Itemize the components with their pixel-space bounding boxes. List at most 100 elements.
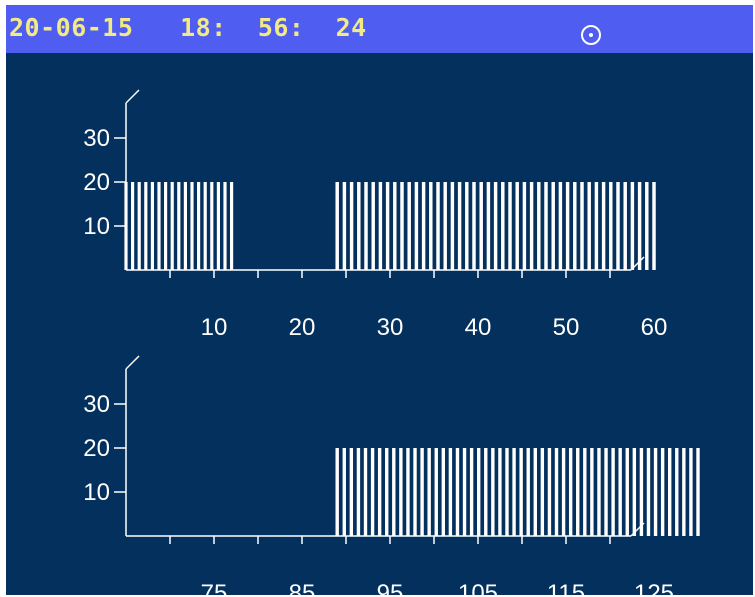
bar	[639, 448, 644, 536]
bar	[696, 448, 700, 536]
bar	[616, 182, 620, 270]
bar	[378, 182, 383, 270]
bar	[486, 182, 491, 270]
bar	[462, 448, 467, 536]
bar	[342, 448, 346, 536]
bar	[675, 448, 679, 536]
y-tick-label: 10	[83, 479, 110, 506]
bar	[170, 182, 174, 270]
bar	[370, 448, 375, 536]
y-tick-label: 20	[83, 435, 110, 462]
bar	[515, 182, 519, 270]
bar	[660, 448, 665, 536]
bar	[197, 182, 201, 270]
bar	[682, 448, 686, 536]
bar	[604, 448, 608, 536]
bar	[597, 448, 601, 536]
bar	[561, 448, 566, 536]
bar	[436, 182, 440, 270]
bar	[512, 448, 516, 536]
x-tick-label: 125	[634, 580, 674, 595]
datetime-display: 20-06-15 18: 56: 24	[9, 13, 367, 42]
bar-charts: 10 20 30 10 20 30 40 50 60 10 20 30 75 85 95 105 115 125	[83, 89, 700, 595]
bar	[472, 182, 476, 270]
bar	[157, 182, 161, 270]
bar	[363, 448, 368, 536]
bar	[580, 182, 584, 270]
bar	[484, 448, 488, 536]
bar	[540, 448, 545, 536]
bar	[689, 448, 693, 536]
bar	[479, 182, 483, 270]
bar	[385, 448, 389, 536]
bar	[491, 448, 495, 536]
bar	[349, 448, 354, 536]
x-tick-label: 95	[377, 580, 404, 595]
bar	[356, 448, 361, 536]
bar	[637, 182, 642, 270]
bar	[357, 182, 361, 270]
bar	[414, 182, 419, 270]
bar	[131, 182, 135, 270]
bar	[455, 448, 460, 536]
bar	[501, 182, 505, 270]
bar	[190, 182, 194, 270]
bar	[587, 182, 591, 270]
x-tick-label: 85	[289, 580, 316, 595]
bar	[413, 448, 417, 536]
bar	[420, 448, 424, 536]
bar	[137, 182, 141, 270]
bar	[441, 448, 446, 536]
bar	[609, 182, 613, 270]
bar	[164, 182, 168, 270]
y-tick-label: 30	[83, 391, 110, 418]
bar	[223, 182, 227, 270]
bar	[601, 182, 606, 270]
y-axis-end	[125, 355, 140, 370]
chart-2: 10 20 30 75 85 95 105 115 125	[83, 355, 700, 595]
bar	[568, 448, 573, 536]
bar	[469, 448, 474, 536]
device-screen: 20-06-15 18: 56: 24 10 20 30 10 20 30 40 50 60 10…	[6, 5, 753, 595]
bar	[400, 182, 404, 270]
bar	[498, 448, 502, 536]
bar	[611, 448, 615, 536]
bar	[364, 182, 368, 270]
bar	[565, 182, 570, 270]
bar	[505, 448, 509, 536]
bar	[573, 182, 577, 270]
bar	[623, 182, 627, 270]
bar	[393, 182, 397, 270]
clock-icon[interactable]	[581, 25, 601, 45]
x-tick-label: 20	[289, 314, 316, 341]
bar	[203, 182, 207, 270]
bar	[576, 448, 580, 536]
bar	[406, 448, 410, 536]
bar	[434, 448, 438, 536]
bar	[210, 182, 214, 270]
bar	[335, 448, 339, 536]
bar	[427, 448, 431, 536]
bar	[544, 182, 548, 270]
chart-1: 10 20 30 10 20 30 40 50 60	[83, 89, 667, 341]
bar	[668, 448, 672, 536]
bar	[547, 448, 552, 536]
bar	[590, 448, 594, 536]
bar	[508, 182, 512, 270]
x-tick-label: 75	[201, 580, 228, 595]
y-tick-label: 20	[83, 169, 110, 196]
bar	[230, 182, 234, 270]
bar	[646, 448, 651, 536]
bar	[377, 448, 382, 536]
bar	[342, 182, 347, 270]
x-tick-label: 40	[465, 314, 492, 341]
bar	[537, 182, 541, 270]
bar	[144, 182, 148, 270]
bar	[429, 182, 433, 270]
x-tick-label: 30	[377, 314, 404, 341]
x-tick-label: 105	[458, 580, 498, 595]
x-tick-label: 10	[201, 314, 228, 341]
x-tick-label: 50	[553, 314, 580, 341]
bar	[457, 182, 462, 270]
bar	[371, 182, 375, 270]
